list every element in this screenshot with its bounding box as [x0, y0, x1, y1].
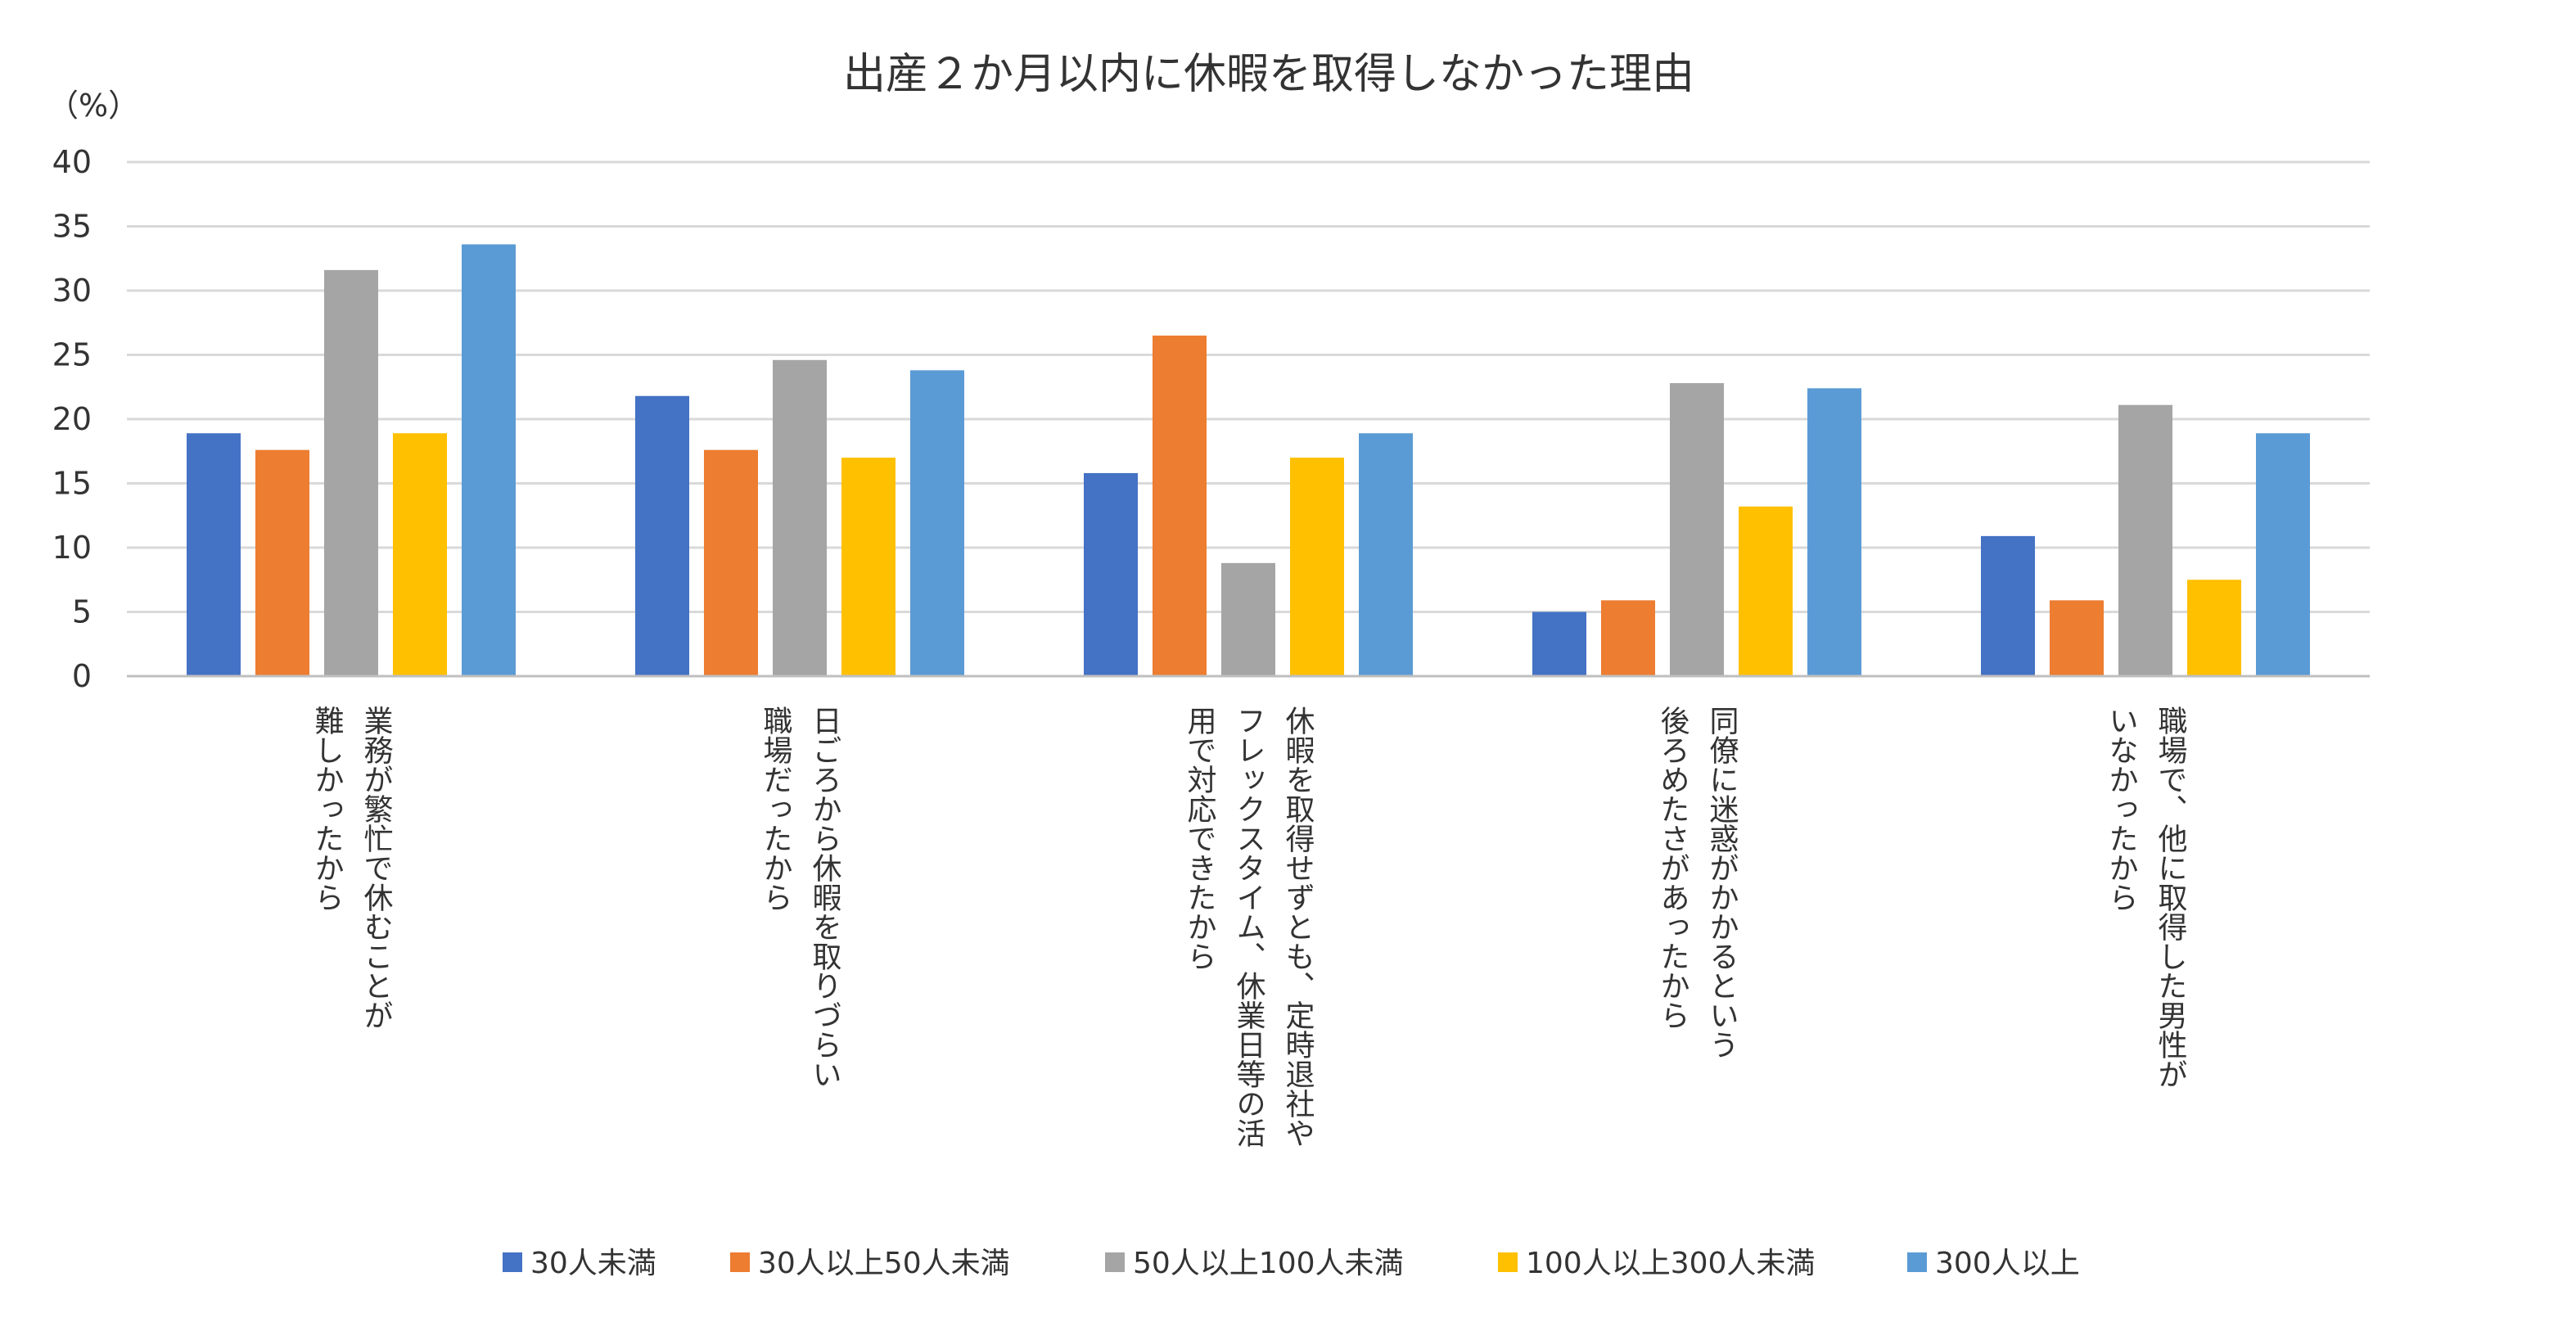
y-tick-label: 30	[52, 273, 92, 309]
bar	[187, 433, 241, 676]
category-label: 業務が繁忙で休むことが	[359, 706, 394, 1030]
bar	[2118, 404, 2172, 676]
bars	[187, 244, 2310, 677]
chart-title: 出産２か月以内に休暇を取得しなかった理由	[843, 50, 1694, 99]
bar	[1290, 458, 1344, 676]
bar	[1601, 600, 1655, 676]
category-label: フレックスタイム、休業日等の活	[1232, 706, 1266, 1148]
category-label: いなかったから	[2105, 706, 2138, 912]
bar	[910, 370, 964, 676]
legend-swatch	[503, 1252, 522, 1272]
legend-label: 30人以上50人未満	[758, 1247, 1010, 1280]
y-tick-label: 10	[52, 530, 92, 566]
bar	[1739, 506, 1793, 676]
bar	[1221, 562, 1275, 676]
y-tick-label: 5	[72, 594, 92, 630]
bar	[1670, 383, 1724, 676]
category-label: 職場で、他に取得した男性が	[2154, 706, 2188, 1089]
bar	[1981, 535, 2035, 676]
bar	[2050, 600, 2104, 676]
category-label: 用で対応できたから	[1183, 706, 1216, 971]
category-label: 同僚に迷惑がかかるという	[1705, 706, 1739, 1059]
legend-label: 50人以上100人未満	[1133, 1247, 1404, 1280]
category-label: 後ろめたさがあったから	[1656, 706, 1690, 1030]
category-label: 職場だったから	[759, 706, 792, 912]
category-label: 日ごろから休暇を取りづらい	[808, 706, 842, 1089]
bar	[324, 269, 378, 676]
y-tick-label: 25	[52, 337, 92, 373]
y-tick-label: 20	[52, 401, 92, 437]
y-tick-label: 0	[72, 658, 92, 694]
bar	[462, 244, 516, 677]
category-label: 難しかったから	[310, 706, 344, 912]
legend-label: 300人以上	[1935, 1247, 2080, 1280]
bar	[1359, 433, 1413, 676]
category-label: 休暇を取得せずとも、定時退社や	[1281, 706, 1315, 1148]
bar	[2187, 580, 2241, 676]
bar	[1807, 388, 1861, 676]
bar	[1084, 472, 1138, 676]
y-tick-label: 35	[52, 209, 92, 245]
bar	[773, 359, 827, 676]
legend-swatch	[1105, 1252, 1125, 1272]
legend-label: 30人未満	[530, 1247, 656, 1280]
y-axis-unit-label: （%）	[47, 88, 139, 124]
y-axis-ticks: 0 5 10 15 20 25 30 35 40	[52, 144, 92, 694]
bar	[255, 449, 309, 676]
bar	[1153, 335, 1207, 676]
bar	[2256, 433, 2310, 676]
legend-swatch	[730, 1252, 750, 1272]
bar	[704, 449, 758, 676]
bar	[635, 395, 689, 676]
legend-swatch	[1907, 1252, 1927, 1272]
bar	[841, 458, 896, 676]
y-tick-label: 40	[52, 144, 92, 180]
legend-label: 100人以上300人未満	[1526, 1247, 1815, 1280]
legend-swatch	[1498, 1252, 1518, 1272]
legend: 30人未満 30人以上50人未満 50人以上100人未満 100人以上300人未満 30…	[503, 1247, 2080, 1280]
y-tick-label: 15	[52, 466, 92, 502]
bar	[393, 433, 447, 676]
bar	[1532, 611, 1586, 676]
